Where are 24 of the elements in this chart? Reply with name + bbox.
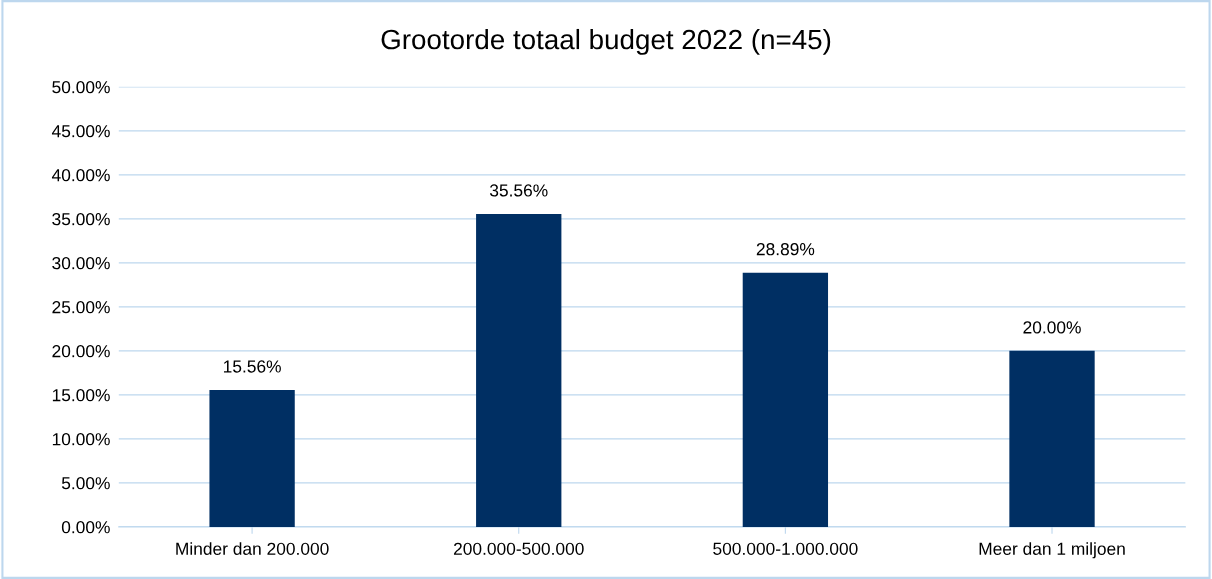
- bar: [209, 389, 295, 527]
- data-label: 15.56%: [223, 360, 281, 373]
- chart-title: Grootorde totaal budget 2022 (n=45): [381, 28, 831, 55]
- y-tick-label: 35.00%: [52, 213, 110, 226]
- data-label: 28.89%: [756, 243, 815, 256]
- x-tick-label: 500.000-1.000.000: [713, 542, 858, 555]
- bar: [1009, 350, 1095, 527]
- x-tick-label: Minder dan 200.000: [176, 542, 329, 555]
- x-tick-label: Meer dan 1 miljoen: [979, 542, 1125, 559]
- bar: [476, 213, 562, 527]
- y-tick-label: 25.00%: [52, 301, 110, 314]
- data-label: 20.00%: [1023, 321, 1081, 334]
- y-tick-label: 15.00%: [52, 389, 110, 402]
- y-tick-label: 50.00%: [52, 81, 110, 94]
- y-tick-label: 0.00%: [61, 521, 110, 534]
- x-tick-label: 200.000-500.000: [453, 542, 584, 555]
- y-tick-label: 40.00%: [51, 169, 110, 182]
- y-tick-label: 45.00%: [51, 125, 110, 138]
- y-tick-label: 5.00%: [61, 477, 110, 490]
- y-tick-label: 20.00%: [52, 345, 110, 358]
- y-tick-label: 10.00%: [52, 433, 110, 446]
- bar: [742, 272, 829, 527]
- data-label: 35.56%: [489, 184, 548, 197]
- y-tick-label: 30.00%: [52, 257, 110, 270]
